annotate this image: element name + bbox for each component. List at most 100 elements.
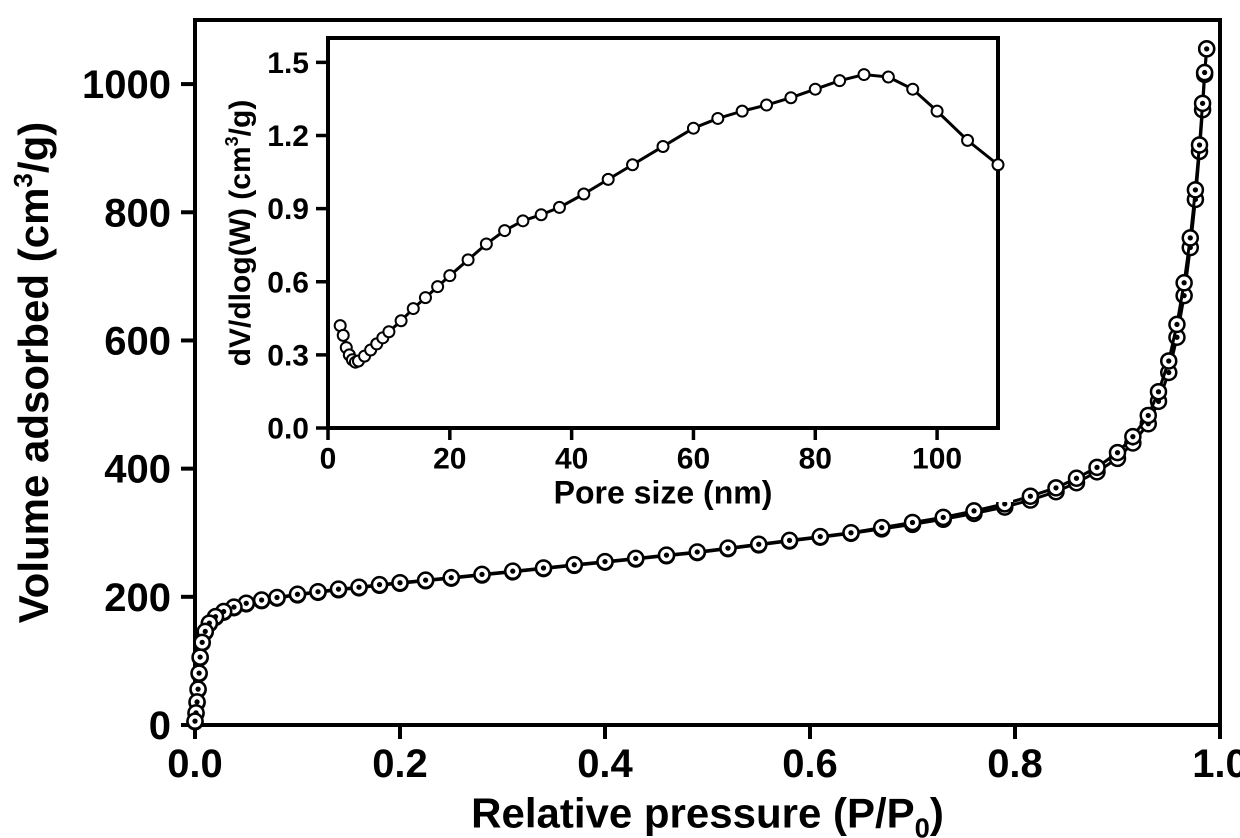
desorption-marker xyxy=(813,529,828,544)
inset-marker xyxy=(993,159,1004,170)
inset-marker xyxy=(603,174,614,185)
inset-marker xyxy=(932,106,943,117)
desorption-marker xyxy=(1125,429,1140,444)
main-ytick-label: 200 xyxy=(104,576,171,620)
inset-marker xyxy=(517,215,528,226)
main-ytick-label: 800 xyxy=(104,191,171,235)
inset-marker xyxy=(962,135,973,146)
main-ylabel: Volume adsorbed (cm3/g) xyxy=(8,122,57,623)
inset-ytick-label: 1.5 xyxy=(267,47,309,80)
desorption-marker xyxy=(844,525,859,540)
inset-marker xyxy=(658,141,669,152)
desorption-marker xyxy=(195,635,210,650)
desorption-marker xyxy=(1183,230,1198,245)
inset-ytick-label: 1.2 xyxy=(267,120,309,153)
inset-xtick-label: 60 xyxy=(677,443,710,476)
inset-marker xyxy=(536,209,547,220)
desorption-marker xyxy=(1161,353,1176,368)
desorption-marker xyxy=(536,560,551,575)
desorption-marker xyxy=(690,544,705,559)
main-ytick-label: 600 xyxy=(104,319,171,363)
inset-marker xyxy=(396,315,407,326)
desorption-marker xyxy=(311,584,326,599)
desorption-marker xyxy=(270,590,285,605)
inset-xtick-label: 80 xyxy=(799,443,832,476)
inset-xlabel: Pore size (nm) xyxy=(554,475,773,511)
main-ytick-label: 400 xyxy=(104,448,171,492)
inset-marker xyxy=(688,123,699,134)
inset-marker xyxy=(383,326,394,337)
inset-marker xyxy=(554,202,565,213)
desorption-marker xyxy=(659,548,674,563)
inset-marker xyxy=(907,84,918,95)
chart-root: 0.00.20.40.60.81.002004006008001000Relat… xyxy=(0,0,1240,838)
desorption-marker xyxy=(188,714,203,729)
inset-ytick-label: 0.0 xyxy=(267,413,309,446)
inset-marker xyxy=(737,106,748,117)
desorption-marker xyxy=(782,533,797,548)
desorption-marker xyxy=(1069,471,1084,486)
inset-marker xyxy=(712,113,723,124)
desorption-marker xyxy=(505,564,520,579)
desorption-marker xyxy=(751,537,766,552)
inset-marker xyxy=(810,84,821,95)
desorption-marker xyxy=(192,666,207,681)
desorption-marker xyxy=(393,575,408,590)
desorption-marker xyxy=(628,551,643,566)
inset-marker xyxy=(761,100,772,111)
main-xlabel: Relative pressure (P/P0) xyxy=(471,789,944,838)
desorption-marker xyxy=(1199,41,1214,56)
inset-marker xyxy=(463,254,474,265)
desorption-marker xyxy=(1192,137,1207,152)
desorption-marker xyxy=(418,573,433,588)
inset-marker xyxy=(883,72,894,83)
desorption-marker xyxy=(1197,65,1212,80)
desorption-marker xyxy=(598,554,613,569)
desorption-marker xyxy=(1195,96,1210,111)
main-xtick-label: 0.8 xyxy=(987,742,1043,786)
desorption-marker xyxy=(567,557,582,572)
desorption-marker xyxy=(1177,275,1192,290)
svg-canvas: 0.00.20.40.60.81.002004006008001000Relat… xyxy=(0,0,1240,838)
inset-marker xyxy=(481,238,492,249)
desorption-marker xyxy=(1023,489,1038,504)
main-xtick-label: 0.0 xyxy=(167,742,223,786)
inset-marker xyxy=(338,330,349,341)
desorption-marker xyxy=(1151,384,1166,399)
desorption-marker xyxy=(444,570,459,585)
desorption-marker xyxy=(1110,445,1125,460)
inset-marker xyxy=(785,92,796,103)
desorption-marker xyxy=(905,515,920,530)
inset-plot-border xyxy=(328,38,998,428)
desorption-marker xyxy=(1049,480,1064,495)
inset-marker xyxy=(627,159,638,170)
inset-marker xyxy=(408,303,419,314)
inset-marker xyxy=(834,75,845,86)
inset-ytick-label: 0.3 xyxy=(267,339,309,372)
inset-marker xyxy=(444,270,455,281)
desorption-marker xyxy=(372,577,387,592)
desorption-marker xyxy=(193,650,208,665)
inset-marker xyxy=(499,225,510,236)
main-ytick-label: 1000 xyxy=(82,63,171,107)
desorption-marker xyxy=(1090,460,1105,475)
desorption-marker xyxy=(475,567,490,582)
desorption-marker xyxy=(331,582,346,597)
inset-ytick-label: 0.9 xyxy=(267,193,309,226)
desorption-marker xyxy=(1169,317,1184,332)
inset-marker xyxy=(578,189,589,200)
main-xtick-label: 0.4 xyxy=(577,742,633,786)
desorption-marker xyxy=(1188,182,1203,197)
desorption-marker xyxy=(721,541,736,556)
desorption-marker xyxy=(874,520,889,535)
main-xtick-label: 0.2 xyxy=(372,742,428,786)
inset-xtick-label: 0 xyxy=(320,443,337,476)
main-ytick-label: 0 xyxy=(149,704,171,748)
desorption-marker xyxy=(936,510,951,525)
desorption-marker xyxy=(352,580,367,595)
main-xtick-label: 1.0 xyxy=(1192,742,1240,786)
inset-marker xyxy=(420,292,431,303)
desorption-marker xyxy=(290,587,305,602)
main-xtick-label: 0.6 xyxy=(782,742,838,786)
inset-xtick-label: 40 xyxy=(555,443,588,476)
